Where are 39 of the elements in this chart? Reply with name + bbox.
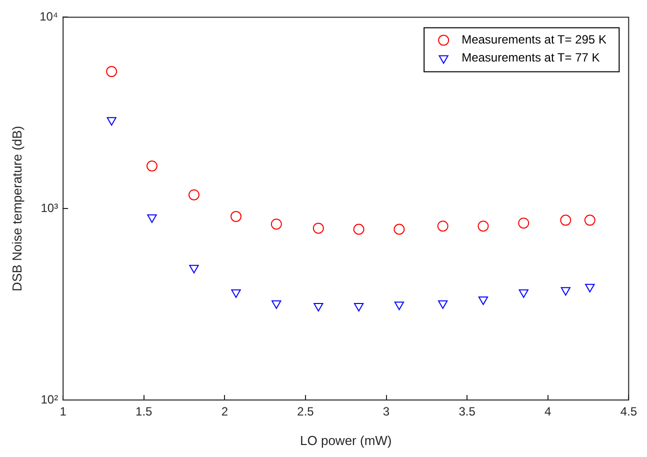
y-tick-label: 10³ xyxy=(40,200,58,215)
x-tick-label: 3 xyxy=(382,404,390,419)
x-axis-title: LO power (mW) xyxy=(300,432,392,448)
point xyxy=(478,296,488,306)
legend-label: Measurements at T= 77 K xyxy=(462,50,600,65)
x-tick-label: 2.5 xyxy=(297,404,314,419)
point xyxy=(270,218,282,230)
point xyxy=(518,289,528,298)
x-tick-label: 4 xyxy=(544,404,552,419)
point xyxy=(147,214,157,223)
point xyxy=(146,160,158,172)
x-tick-label: 4.5 xyxy=(620,404,638,419)
x-tick-label: 2 xyxy=(221,404,228,419)
point xyxy=(312,222,324,234)
point xyxy=(230,210,242,222)
point xyxy=(394,302,404,310)
point xyxy=(189,264,199,274)
point xyxy=(353,224,364,235)
point xyxy=(314,302,324,312)
x-tick-label: 3.5 xyxy=(458,404,476,419)
point xyxy=(584,214,596,226)
point xyxy=(394,224,405,235)
point xyxy=(188,189,200,200)
x-tick-label: 1.5 xyxy=(136,404,153,419)
y-tick-label: 10² xyxy=(40,392,58,406)
point xyxy=(560,214,572,226)
point xyxy=(437,220,448,232)
point xyxy=(585,284,595,292)
point xyxy=(518,218,530,229)
y-axis-title: DSB Noise temperature (dB) xyxy=(9,126,24,292)
point xyxy=(272,300,282,309)
legend-label: Measurements at T= 295 K xyxy=(462,32,606,47)
y-tick-label: 10⁴ xyxy=(40,10,58,24)
x-tick-label: 1 xyxy=(60,404,67,419)
point xyxy=(478,220,489,232)
point xyxy=(231,289,241,298)
point xyxy=(354,302,364,312)
point xyxy=(560,287,570,296)
point xyxy=(438,300,448,309)
